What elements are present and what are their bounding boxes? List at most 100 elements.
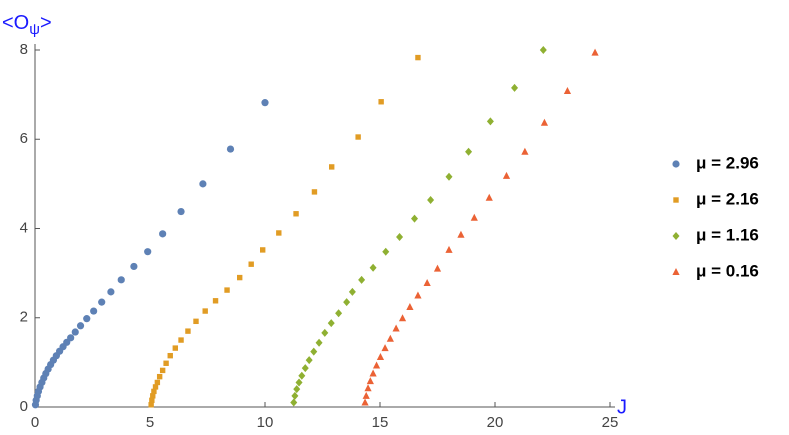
point — [376, 353, 385, 361]
point — [364, 384, 372, 392]
point — [295, 378, 303, 387]
point — [261, 99, 269, 107]
point — [293, 385, 301, 394]
point — [311, 189, 318, 195]
point — [343, 298, 351, 307]
point — [398, 314, 407, 322]
legend-label: μ = 1.16 — [696, 225, 759, 244]
legend-label: μ = 0.16 — [696, 261, 759, 280]
point — [163, 360, 169, 366]
point — [226, 145, 235, 153]
point — [591, 48, 599, 56]
point — [144, 248, 152, 256]
point — [248, 261, 254, 267]
point — [672, 160, 680, 168]
point — [76, 322, 85, 330]
point — [392, 324, 400, 332]
point — [414, 291, 422, 299]
point — [185, 328, 191, 334]
point — [199, 180, 207, 188]
point — [90, 307, 98, 315]
x-tick-label: 10 — [257, 414, 274, 431]
point — [154, 379, 161, 386]
point — [470, 213, 478, 221]
point — [465, 147, 473, 156]
point — [335, 309, 343, 318]
point — [98, 298, 106, 306]
point — [406, 303, 414, 311]
point — [212, 298, 219, 304]
point — [293, 211, 299, 217]
point — [521, 147, 529, 155]
point — [673, 197, 679, 203]
point — [305, 356, 313, 365]
point — [396, 232, 404, 241]
point — [329, 164, 335, 170]
point — [382, 247, 390, 256]
point — [386, 334, 394, 342]
point — [178, 337, 184, 343]
point — [433, 264, 442, 272]
point — [177, 207, 185, 216]
point — [672, 268, 680, 275]
point — [369, 369, 377, 377]
y-tick-label: 2 — [20, 309, 28, 326]
point — [310, 347, 318, 356]
point — [156, 373, 163, 380]
point — [411, 214, 418, 223]
point — [237, 274, 243, 281]
point — [71, 328, 79, 336]
point — [511, 83, 519, 92]
point — [362, 391, 370, 399]
point — [301, 364, 309, 373]
point — [327, 319, 335, 328]
point — [83, 315, 91, 323]
point — [672, 232, 680, 240]
point — [366, 377, 374, 385]
point — [151, 388, 157, 395]
point — [148, 402, 154, 408]
x-tick-label: 20 — [487, 414, 504, 431]
legend-label: μ = 2.96 — [696, 153, 759, 172]
point — [202, 308, 208, 314]
point — [378, 99, 384, 105]
y-axis-label: <Oψ> — [2, 12, 52, 38]
x-tick-label: 15 — [372, 414, 389, 431]
point — [172, 345, 178, 351]
point — [159, 367, 166, 374]
point — [260, 247, 266, 253]
point — [348, 287, 356, 296]
x-tick-label: 25 — [602, 414, 619, 431]
point — [291, 391, 299, 400]
point — [485, 193, 493, 201]
point — [276, 230, 282, 236]
point — [445, 172, 453, 181]
point — [486, 117, 494, 126]
point — [193, 318, 199, 325]
y-tick-label: 6 — [20, 130, 28, 147]
x-tick-label: 5 — [146, 414, 154, 431]
point — [298, 371, 306, 380]
point — [369, 263, 377, 272]
y-tick-label: 8 — [20, 41, 28, 58]
point — [457, 230, 465, 238]
point — [167, 352, 173, 359]
point — [130, 262, 138, 271]
point — [372, 361, 381, 369]
point — [149, 397, 155, 404]
point — [150, 393, 156, 399]
point — [315, 338, 323, 347]
x-axis-label: J — [617, 396, 627, 418]
point — [117, 276, 125, 284]
point — [67, 334, 75, 342]
y-label-sub: ψ — [29, 21, 40, 38]
y-label-part: <O — [2, 12, 29, 34]
point — [502, 171, 511, 179]
point — [152, 384, 159, 390]
point — [290, 398, 298, 407]
point — [381, 344, 389, 352]
y-label-part: > — [40, 12, 52, 34]
y-tick-label: 4 — [20, 219, 28, 236]
point — [540, 118, 549, 126]
